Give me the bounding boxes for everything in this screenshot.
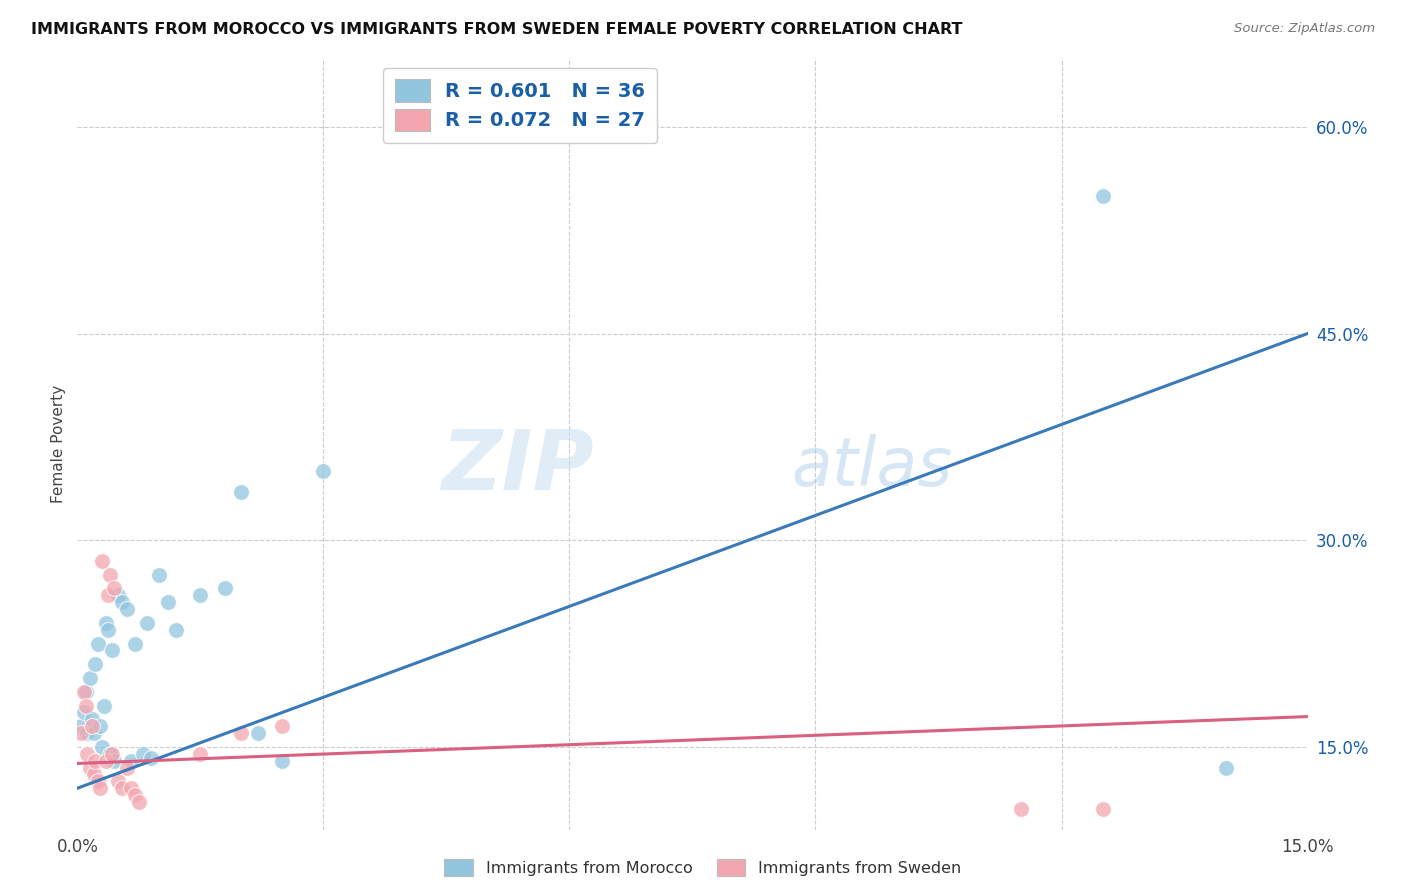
- Point: [101, 747, 124, 761]
- Point: [115, 602, 138, 616]
- Point: [98, 747, 121, 761]
- Point: [271, 719, 294, 733]
- Point: [111, 781, 134, 796]
- Point: [148, 567, 170, 582]
- Point: [120, 781, 142, 796]
- Point: [89, 719, 111, 733]
- Point: [94, 754, 117, 768]
- Point: [1215, 760, 1237, 774]
- Point: [312, 464, 335, 478]
- Point: [115, 760, 138, 774]
- Point: [1091, 188, 1114, 202]
- Point: [83, 767, 105, 781]
- Point: [141, 751, 163, 765]
- Point: [82, 719, 104, 733]
- Point: [124, 788, 146, 802]
- Point: [124, 636, 146, 650]
- Point: [188, 588, 212, 602]
- Point: [83, 726, 105, 740]
- Legend: R = 0.601   N = 36, R = 0.072   N = 27: R = 0.601 N = 36, R = 0.072 N = 27: [384, 68, 657, 143]
- Point: [90, 739, 114, 754]
- Point: [70, 719, 93, 733]
- Point: [1010, 802, 1032, 816]
- Point: [90, 554, 114, 568]
- Point: [73, 706, 96, 720]
- Point: [75, 698, 97, 713]
- Point: [107, 588, 129, 602]
- Point: [93, 698, 115, 713]
- Point: [165, 623, 187, 637]
- Point: [79, 671, 101, 685]
- Point: [271, 754, 294, 768]
- Point: [82, 712, 104, 726]
- Point: [231, 485, 253, 500]
- Point: [246, 726, 269, 740]
- Point: [132, 747, 155, 761]
- Point: [120, 754, 142, 768]
- Point: [231, 726, 253, 740]
- Point: [79, 760, 101, 774]
- Point: [73, 685, 96, 699]
- Point: [214, 582, 236, 596]
- Point: [107, 774, 129, 789]
- Point: [101, 643, 124, 657]
- Point: [103, 582, 125, 596]
- Point: [89, 781, 111, 796]
- Point: [75, 685, 97, 699]
- Point: [103, 754, 125, 768]
- Point: [84, 657, 107, 672]
- Text: ZIP: ZIP: [441, 426, 595, 508]
- Text: Source: ZipAtlas.com: Source: ZipAtlas.com: [1234, 22, 1375, 36]
- Point: [111, 595, 134, 609]
- Text: atlas: atlas: [792, 434, 952, 500]
- Point: [70, 726, 93, 740]
- Point: [128, 795, 150, 809]
- Legend: Immigrants from Morocco, Immigrants from Sweden: Immigrants from Morocco, Immigrants from…: [436, 852, 970, 884]
- Y-axis label: Female Poverty: Female Poverty: [51, 384, 66, 503]
- Point: [156, 595, 179, 609]
- Point: [84, 754, 107, 768]
- Text: IMMIGRANTS FROM MOROCCO VS IMMIGRANTS FROM SWEDEN FEMALE POVERTY CORRELATION CHA: IMMIGRANTS FROM MOROCCO VS IMMIGRANTS FR…: [31, 22, 963, 37]
- Point: [188, 747, 212, 761]
- Point: [87, 636, 110, 650]
- Point: [98, 567, 121, 582]
- Point: [76, 747, 98, 761]
- Point: [76, 726, 98, 740]
- Point: [94, 615, 117, 630]
- Point: [1091, 802, 1114, 816]
- Point: [97, 623, 120, 637]
- Point: [87, 774, 110, 789]
- Point: [136, 615, 159, 630]
- Point: [97, 588, 120, 602]
